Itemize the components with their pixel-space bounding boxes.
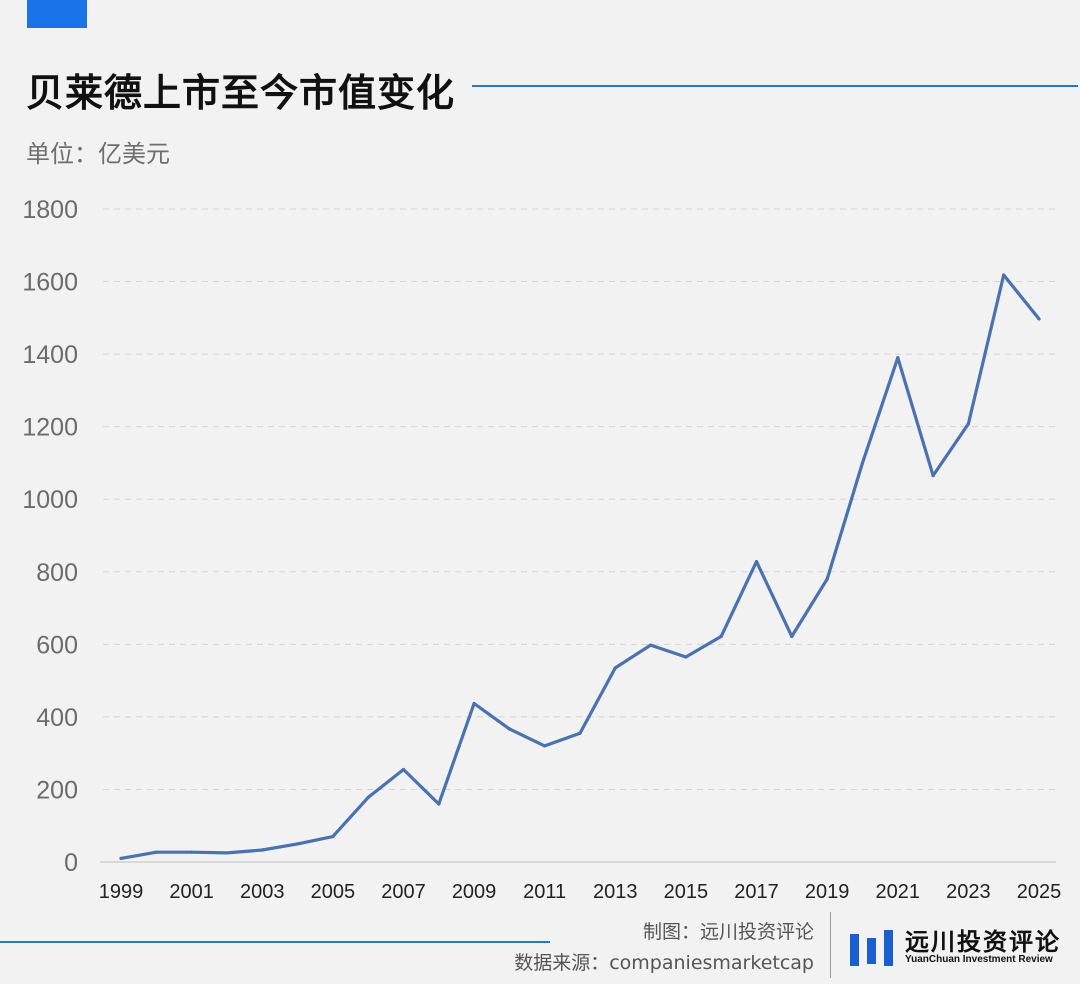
data-point <box>119 856 123 860</box>
x-tick-label: 2023 <box>946 881 991 903</box>
data-point <box>931 474 935 478</box>
data-point <box>860 461 865 465</box>
y-tick-label: 0 <box>64 849 78 877</box>
gridlines <box>103 208 1056 790</box>
data-point <box>507 727 511 731</box>
corner-accent-bar <box>27 0 87 28</box>
x-tick-label: 2017 <box>734 881 779 903</box>
data-point <box>437 802 441 806</box>
credit-text: 制图：远川投资评论 <box>642 921 814 943</box>
data-point <box>472 701 476 706</box>
x-tick-label: 2009 <box>452 881 497 903</box>
footer-rule <box>0 941 550 943</box>
logo-name-cn: 远川投资评论 <box>905 928 1061 956</box>
data-point <box>754 560 759 564</box>
data-point <box>684 655 688 659</box>
title-rule <box>472 85 1078 87</box>
x-tick-label: 2001 <box>169 881 214 903</box>
data-point <box>190 850 194 854</box>
data-point <box>1037 317 1041 321</box>
x-tick-label: 2013 <box>593 881 638 903</box>
chart-title: 贝莱德上市至今市值变化 <box>26 71 456 115</box>
data-point <box>543 744 547 748</box>
y-tick-label: 1400 <box>22 341 78 369</box>
y-tick-label: 1600 <box>22 269 78 297</box>
data-point <box>966 422 970 426</box>
y-tick-label: 600 <box>36 631 78 659</box>
series-group <box>119 273 1041 861</box>
brand-logo: 远川投资评论 YuanChuan Investment Review <box>848 922 1074 972</box>
x-axis: 1999 2001 2003 2005 2007 2009 2011 2013 2015 2017… <box>99 881 1062 903</box>
data-point <box>896 356 900 360</box>
source-text: 数据来源：companiesmarketcap <box>514 952 814 974</box>
data-point <box>719 634 723 638</box>
data-point <box>825 577 829 581</box>
data-point <box>260 848 264 852</box>
data-point <box>154 850 158 854</box>
x-tick-label: 2003 <box>240 881 285 903</box>
unit-label: 单位：亿美元 <box>26 140 170 168</box>
data-point <box>295 842 300 846</box>
y-axis: 0 200 400 600 800 1000 1200 1400 1600 1800 <box>22 196 78 877</box>
x-tick-label: 2025 <box>1017 881 1062 903</box>
data-point <box>331 835 335 839</box>
y-tick-label: 200 <box>36 776 78 804</box>
logo-bars-icon <box>850 930 893 966</box>
data-point <box>401 767 406 772</box>
data-point <box>790 634 794 638</box>
x-tick-label: 1999 <box>99 881 144 903</box>
y-tick-label: 1000 <box>22 486 78 514</box>
x-tick-label: 2007 <box>381 881 426 903</box>
y-tick-label: 800 <box>36 559 78 587</box>
data-point <box>366 795 370 800</box>
footer-divider <box>830 912 831 978</box>
x-tick-label: 2011 <box>523 881 566 903</box>
y-tick-label: 400 <box>36 704 78 732</box>
x-tick-label: 2021 <box>876 881 921 903</box>
data-point <box>613 666 617 670</box>
x-tick-label: 2019 <box>805 881 850 903</box>
x-tick-label: 2005 <box>311 881 356 903</box>
series-line <box>119 273 1041 861</box>
data-point <box>649 643 653 647</box>
x-tick-label: 2015 <box>664 881 709 903</box>
y-tick-label: 1200 <box>22 414 78 442</box>
data-point <box>578 731 582 735</box>
data-point <box>225 851 229 855</box>
y-tick-label: 1800 <box>22 196 78 224</box>
data-point <box>1002 273 1006 277</box>
logo-name-en: YuanChuan Investment Review <box>905 954 1053 965</box>
